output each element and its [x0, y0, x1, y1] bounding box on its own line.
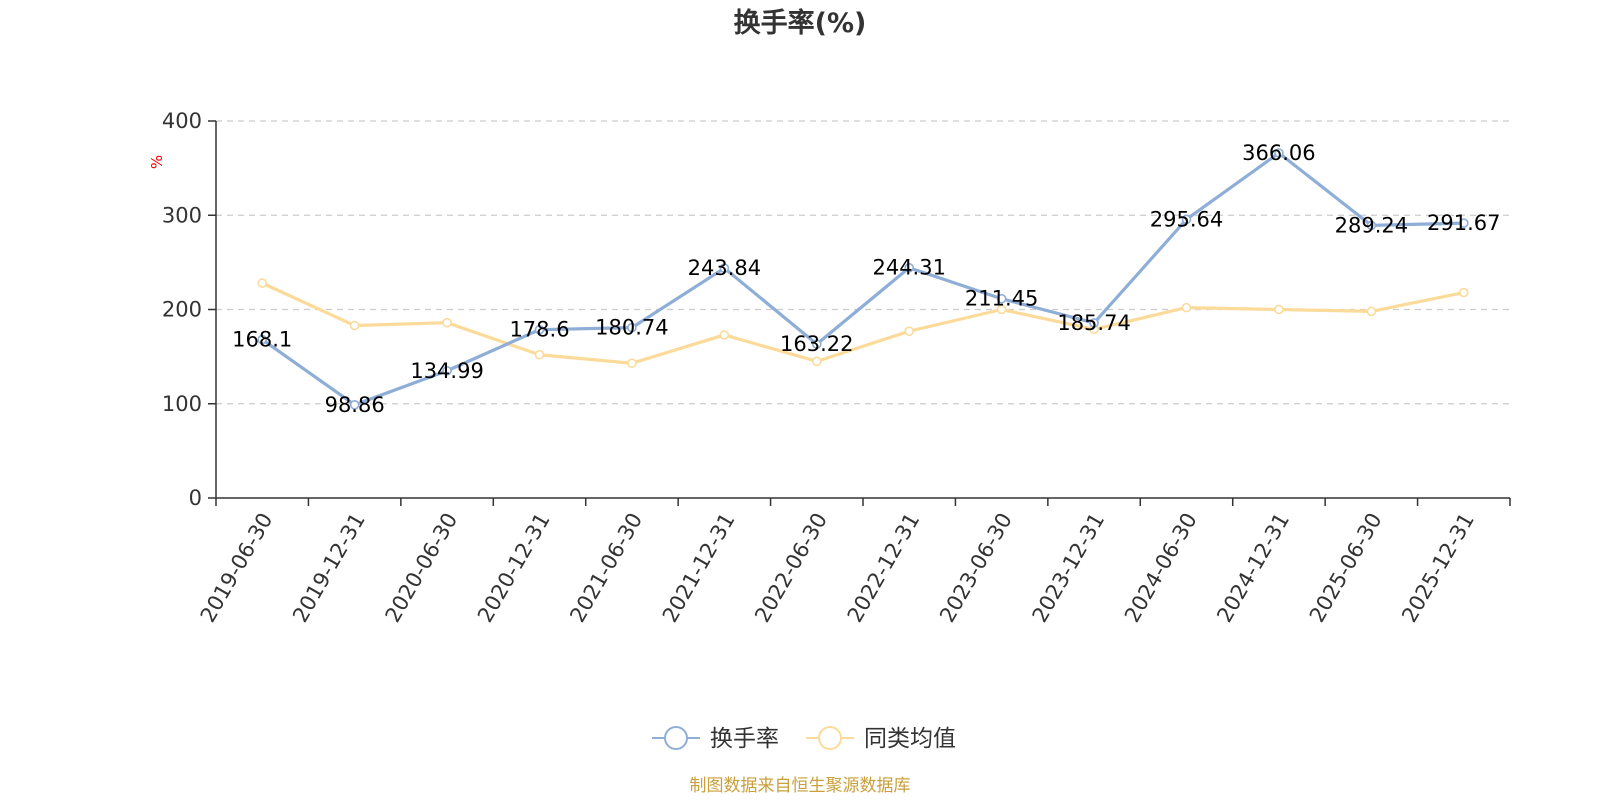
data-label-11: 366.06	[1242, 141, 1315, 165]
y-tick-label-2: 200	[162, 298, 202, 322]
data-label-6: 163.22	[780, 332, 853, 356]
x-tick-label-3: 2020-12-31	[473, 509, 555, 627]
x-tick-label-9: 2023-12-31	[1028, 509, 1110, 627]
legend-label-0: 换手率	[710, 726, 779, 752]
series-1-point-5	[719, 330, 730, 340]
series-0-point-3	[534, 324, 545, 335]
x-tick-label-0: 2019-06-30	[196, 509, 278, 627]
series-layer	[257, 148, 1469, 410]
data-label-12: 289.24	[1335, 213, 1408, 237]
series-0-point-12	[1366, 220, 1377, 231]
series-1-point-4	[627, 358, 637, 369]
x-tick-label-2: 2020-06-30	[381, 509, 463, 627]
series-1-point-1	[349, 320, 360, 331]
x-tick-label-6: 2022-06-30	[750, 509, 832, 627]
y-tick-label-3: 300	[162, 203, 202, 227]
x-tick-label-5: 2021-12-31	[658, 509, 740, 627]
data-label-4: 180.74	[595, 316, 668, 340]
legend[interactable]: 换手率 同类均值	[652, 726, 956, 752]
series-0-point-11	[1274, 148, 1284, 158]
legend-item-0[interactable]: 换手率	[652, 726, 779, 752]
series-0-point-1	[349, 400, 360, 410]
series-0-point-2	[442, 365, 452, 376]
x-tick-label-4: 2021-06-30	[565, 509, 647, 627]
data-label-7: 244.31	[872, 256, 945, 280]
y-tick-label-4: 400	[162, 109, 202, 133]
series-1-point-10	[1181, 302, 1192, 313]
series-1-point-2	[442, 317, 452, 328]
series-1-point-11	[1274, 304, 1284, 315]
series-0-point-7	[904, 262, 915, 273]
series-0	[257, 148, 1469, 410]
series-1-point-0	[257, 278, 268, 288]
data-label-8: 211.45	[965, 287, 1038, 311]
data-label-1: 98.86	[325, 393, 385, 417]
data-label-13: 291.67	[1427, 211, 1500, 235]
data-label-3: 178.6	[509, 318, 569, 342]
y-tick-label-0: 0	[189, 486, 202, 510]
series-0-point-0	[257, 334, 268, 345]
series-0-point-6	[811, 339, 822, 349]
series-1-point-3	[534, 349, 545, 360]
series-0-point-9	[1089, 318, 1099, 328]
series-1-point-7	[904, 326, 915, 336]
legend-item-1[interactable]: 同类均值	[806, 726, 956, 752]
series-1	[257, 278, 1469, 369]
series-0-point-5	[719, 263, 730, 273]
series-1-point-8	[996, 304, 1007, 315]
series-0-point-10	[1181, 214, 1192, 225]
series-1-point-6	[811, 356, 822, 367]
data-label-0: 168.1	[232, 328, 292, 352]
data-label-2: 134.99	[410, 359, 483, 383]
series-0-point-13	[1458, 218, 1469, 228]
axes: 0 100 200 300 400 2019-06-30 2019-12-31 2020-06…	[162, 109, 1511, 627]
x-tick-label-12: 2025-06-30	[1305, 509, 1387, 627]
x-tick-label-8: 2023-06-30	[935, 509, 1017, 627]
series-0-point-4	[627, 322, 637, 333]
y-tick-label-1: 100	[162, 392, 202, 416]
series-line-1	[261, 281, 1465, 365]
x-tick-label-10: 2024-06-30	[1120, 509, 1202, 627]
data-labels: 168.1 98.86 134.99 178.6 180.74 243.84 163.22 2…	[232, 141, 1500, 417]
y-axis-label: %	[148, 155, 166, 169]
series-line-0	[261, 151, 1464, 407]
legend-marker-1	[818, 726, 842, 750]
legend-marker-0	[664, 726, 688, 750]
data-label-5: 243.84	[688, 256, 761, 280]
data-label-10: 295.64	[1150, 207, 1223, 231]
legend-label-1: 同类均值	[864, 726, 956, 752]
x-tick-label-7: 2022-12-31	[843, 509, 925, 627]
series-1-point-13	[1458, 287, 1469, 298]
data-label-9: 185.74	[1057, 311, 1130, 335]
chart-title: 换手率(%)	[734, 7, 867, 39]
series-1-point-12	[1366, 306, 1377, 317]
x-tick-label-11: 2024-12-31	[1212, 509, 1294, 627]
x-tick-label-1: 2019-12-31	[288, 509, 370, 627]
x-tick-label-13: 2025-12-31	[1397, 509, 1479, 627]
series-0-point-8	[996, 293, 1007, 304]
source-note: 制图数据来自恒生聚源数据库	[690, 776, 911, 796]
